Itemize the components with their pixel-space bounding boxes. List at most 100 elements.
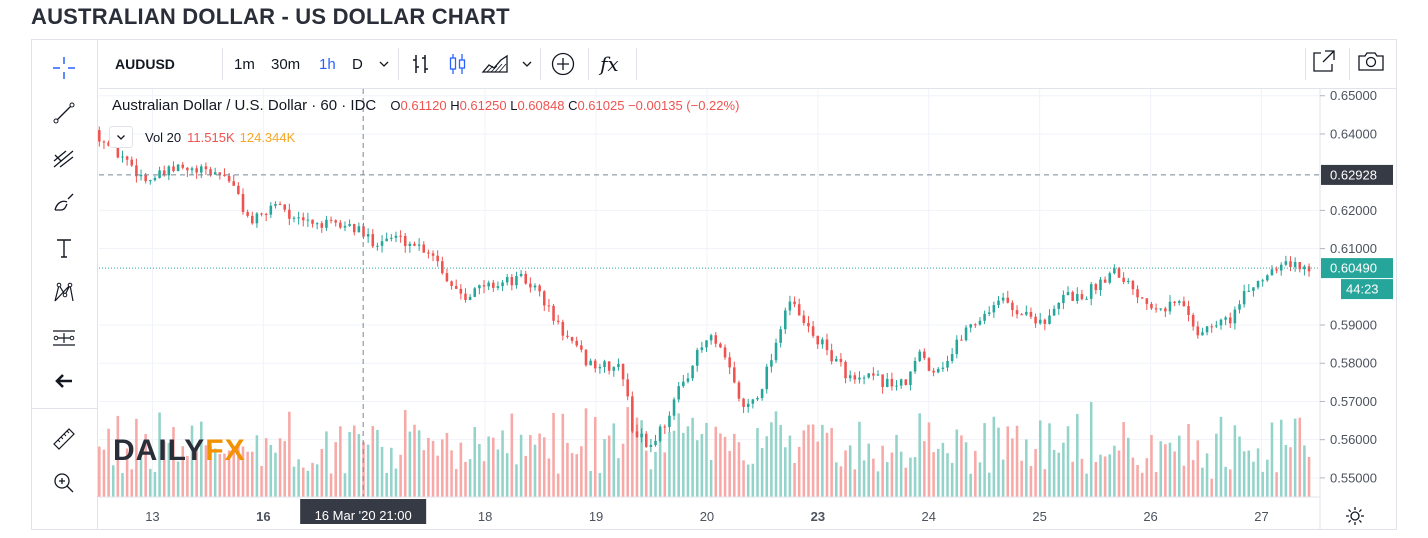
candle-body xyxy=(677,386,680,400)
chart-type-dropdown[interactable] xyxy=(521,40,533,88)
volume-bar xyxy=(1279,419,1283,497)
volume-bar xyxy=(283,441,286,497)
candle-body xyxy=(1164,308,1167,312)
candle-body xyxy=(436,255,439,262)
candle-body xyxy=(561,321,565,336)
popout-button[interactable] xyxy=(1311,48,1337,74)
symbol-search[interactable]: AUDUSD xyxy=(115,56,175,72)
candle-body xyxy=(223,174,226,176)
trend-line-icon[interactable] xyxy=(49,98,79,128)
pitchfork-icon[interactable] xyxy=(49,143,79,173)
snapshot-button[interactable] xyxy=(1357,48,1384,74)
candle-body xyxy=(830,350,833,362)
interval-dropdown[interactable] xyxy=(378,40,390,88)
volume-bar xyxy=(853,469,857,497)
x-tick-label: 27 xyxy=(1254,509,1268,524)
chevron-down-icon xyxy=(117,135,125,140)
candle-body xyxy=(635,431,639,438)
indicators-button[interactable]: fx xyxy=(600,40,619,88)
volume-bar xyxy=(1228,469,1232,497)
volume-bar xyxy=(1303,445,1306,497)
back-arrow-icon[interactable] xyxy=(49,366,79,396)
volume-bar xyxy=(1062,442,1065,497)
volume-bar xyxy=(1131,457,1135,497)
volume-bar xyxy=(1205,453,1209,497)
candle-style-button[interactable] xyxy=(446,40,470,88)
candle-body xyxy=(1196,326,1200,336)
candle-body xyxy=(654,440,657,446)
candle-body xyxy=(1233,309,1237,324)
volume-bar xyxy=(417,430,421,497)
crosshair-icon[interactable] xyxy=(49,53,79,83)
volume-bar xyxy=(297,459,300,497)
candle-body xyxy=(987,312,991,314)
volume-bar xyxy=(918,413,921,497)
volume-bar xyxy=(936,448,940,497)
volume-bar xyxy=(779,424,782,497)
y-tick-label: 0.59000 xyxy=(1330,318,1377,333)
text-icon[interactable] xyxy=(49,233,79,263)
volume-bar xyxy=(492,437,495,497)
chevron-down-icon xyxy=(379,61,389,67)
volume-bar xyxy=(1224,466,1227,497)
instrument-label[interactable]: Australian Dollar / U.S. Dollar · 60 · I… xyxy=(112,97,377,114)
volume-bar xyxy=(501,430,504,497)
volume-label: Vol 20 xyxy=(145,129,182,145)
interval-30m[interactable]: 30m xyxy=(271,55,301,73)
toolbar-divider xyxy=(398,48,399,80)
candle-body xyxy=(524,273,528,284)
volume-bar xyxy=(987,472,991,497)
x-tick-label: 24 xyxy=(922,509,936,524)
candle-body xyxy=(1057,303,1061,309)
countdown-label: 44:23 xyxy=(1346,282,1379,297)
volume-bar xyxy=(255,435,259,497)
interval-1h[interactable]: 1h xyxy=(319,55,336,73)
candle-body xyxy=(566,335,569,337)
measure-icon[interactable] xyxy=(49,323,79,353)
bar-style-button[interactable] xyxy=(409,40,433,88)
candle-body xyxy=(186,167,189,171)
candle-body xyxy=(700,347,704,350)
candle-body xyxy=(1150,303,1153,309)
volume-bar xyxy=(575,454,578,497)
ruler-icon[interactable] xyxy=(49,424,79,454)
grid xyxy=(99,89,1320,497)
area-style-button[interactable] xyxy=(481,40,509,88)
zoom-in-icon[interactable] xyxy=(49,468,79,498)
candle-body xyxy=(1210,326,1213,328)
candle-body xyxy=(584,349,588,366)
candle-body xyxy=(746,403,750,408)
candle-body xyxy=(292,217,296,219)
candles-icon xyxy=(449,54,466,74)
volume-bar xyxy=(1145,458,1149,497)
volume-bar xyxy=(1140,472,1144,497)
candle-body xyxy=(909,371,912,385)
interval-d[interactable]: D xyxy=(352,55,363,73)
candle-body xyxy=(399,235,402,237)
volume-bar xyxy=(1057,452,1061,497)
volume-bar xyxy=(580,446,583,497)
candle-body xyxy=(288,209,291,219)
candle-body xyxy=(1205,326,1209,333)
candle-body xyxy=(1261,280,1264,282)
brush-icon[interactable] xyxy=(49,188,79,218)
candle-body xyxy=(325,219,328,228)
volume-bar xyxy=(1261,471,1264,497)
candle-body xyxy=(580,345,583,350)
legend-collapse-button[interactable] xyxy=(109,126,133,148)
volume-bar xyxy=(682,432,685,497)
compare-button[interactable] xyxy=(550,40,576,88)
volume-bar xyxy=(107,428,110,497)
volume-bar xyxy=(1256,448,1260,497)
volume-bar xyxy=(394,468,398,497)
candle-body xyxy=(858,377,861,380)
chart-settings-button[interactable] xyxy=(1344,505,1366,527)
volume-bar xyxy=(450,450,453,497)
external-link-icon xyxy=(1313,50,1335,72)
volume-bar xyxy=(1066,426,1070,497)
candle-body xyxy=(1089,284,1093,299)
volume-bar xyxy=(468,459,472,497)
interval-1m[interactable]: 1m xyxy=(234,55,255,73)
pattern-icon[interactable] xyxy=(49,278,79,308)
